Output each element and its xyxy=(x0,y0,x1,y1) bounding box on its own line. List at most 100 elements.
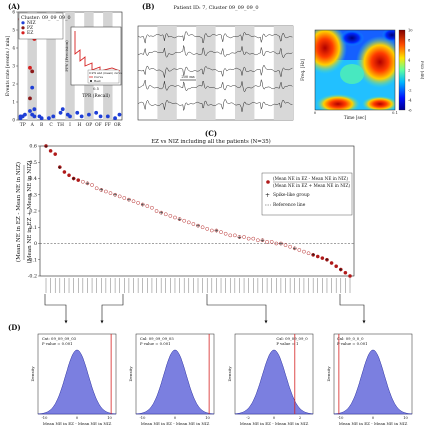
arrow-to-d2 xyxy=(100,294,124,324)
arrow-to-d4 xyxy=(339,294,366,324)
y-tick-label: 0.1 xyxy=(29,225,37,231)
subplot-pvalue: P value = 1 xyxy=(276,341,298,346)
legend-marker-ratio xyxy=(266,180,270,184)
x-tick-label: FF xyxy=(105,123,111,128)
null-distribution xyxy=(234,349,314,415)
subplot-xlabel: Mean NE in EZ - Mean NE in NIZ xyxy=(141,421,210,426)
arrow-to-d1 xyxy=(44,294,68,324)
panel-c-y-ticks: 0.6 0.5 0.4 0.3 0.2 0.1 0 -0.1 -0.2 xyxy=(28,144,40,280)
panel-b-title: Patient ID: 7, Cluster 09_09_09_0 xyxy=(173,5,258,11)
colorbar-tick-label: 8 xyxy=(408,38,411,42)
ratio-point xyxy=(237,235,242,239)
subplot-x-tick-label: -10 xyxy=(140,416,147,420)
density-subplot: Cxl: 09_09_09_0P value = 1 -2 0 2 Density Mea… xyxy=(227,333,314,426)
subplot-xlabel: Mean NE in EZ - Mean NE in NIZ xyxy=(43,421,112,426)
ratio-point xyxy=(145,204,150,208)
ratio-point xyxy=(131,199,136,204)
ratio-point xyxy=(127,197,131,202)
y-tick-label: 0.2 xyxy=(29,209,37,215)
ratio-point xyxy=(228,233,233,238)
spectrogram-x-tick: 0 xyxy=(314,111,317,115)
x-tick-label: TP xyxy=(20,123,26,128)
x-tick-label: A xyxy=(30,123,35,128)
null-distribution xyxy=(333,349,413,415)
ratio-point xyxy=(62,170,67,174)
subplot-x-tick-label: -10 xyxy=(338,416,345,420)
arrow-to-d3 xyxy=(206,294,268,324)
point-niz xyxy=(18,114,23,119)
y-tick-label: 0.4 xyxy=(29,176,37,182)
spike-like-marker: + xyxy=(127,197,131,203)
ratio-point xyxy=(136,201,140,205)
point-niz xyxy=(75,110,80,115)
y-tick-label: 0.5 xyxy=(29,160,37,166)
spike-like-marker: + xyxy=(339,267,343,273)
subplot-ylabel: Density xyxy=(128,366,133,382)
eeg-traces xyxy=(137,31,293,112)
subplot-x-tick-label: 0 xyxy=(174,416,177,420)
point-pz xyxy=(28,96,32,101)
panel-a-legend xyxy=(18,12,64,40)
spike-like-marker: + xyxy=(237,235,241,241)
ratio-point xyxy=(113,192,117,197)
subplot-pvalue: P value = 0.001 xyxy=(337,341,368,346)
point-niz xyxy=(79,114,84,119)
eeg-trace xyxy=(137,78,293,93)
density-subplot: Cxl: 09_09_09_05P value = 0.001 -10 0 10 Den… xyxy=(128,333,215,426)
point-niz xyxy=(113,116,117,121)
spike-like-marker: + xyxy=(141,202,145,208)
subplot-cluster-label: Cxt: 09_09_09_03 xyxy=(42,336,77,341)
subplot-x-tick-label: 10 xyxy=(107,416,112,420)
point-niz xyxy=(60,107,65,112)
inset-legend-best: Best xyxy=(94,79,102,83)
ratio-point xyxy=(159,210,163,215)
inset-legend-curve: Curve xyxy=(94,75,103,79)
ratio-point xyxy=(53,152,58,156)
y-tick-label: 5 xyxy=(12,28,15,33)
ratio-point xyxy=(150,205,154,210)
ratio-point xyxy=(334,264,339,269)
subplot-x-tick-label: -2 xyxy=(246,416,250,420)
panel-c: (C) EZ vs NIZ including all the patients… xyxy=(15,129,355,293)
y-tick-label: 0.6 xyxy=(29,144,37,150)
ratio-point xyxy=(242,235,246,239)
point-niz xyxy=(68,114,72,119)
panel-d: (D) Cxt: 09_09_09_03P value = 0.001-10 0 1… xyxy=(8,323,413,426)
ratio-point xyxy=(251,236,256,241)
point-niz xyxy=(46,116,51,121)
ratio-point xyxy=(168,214,173,218)
point-niz xyxy=(105,114,110,119)
ratio-point xyxy=(274,241,279,246)
colorbar-tick-label: -4 xyxy=(408,98,412,102)
spike-like-marker: + xyxy=(311,253,315,259)
ratio-point xyxy=(343,270,348,275)
colorbar-tick-label: 0 xyxy=(408,78,411,82)
subplot-x-tick-label: 0 xyxy=(273,416,276,420)
inset-xlabel: TPR (Recall) xyxy=(82,94,110,99)
subplot-xlabel: Mean NE in EZ - Mean NE in NIZ xyxy=(339,421,408,426)
panel-c-legend xyxy=(261,172,353,216)
ratio-point xyxy=(311,253,315,257)
subplot-cluster-label: Cxl: 09_0_0_0 xyxy=(337,336,364,341)
category-stripe xyxy=(27,12,37,120)
ratio-point xyxy=(71,176,76,181)
legend-marker xyxy=(21,21,25,25)
y-tick-label: 1 xyxy=(12,100,15,105)
ratio-point xyxy=(177,217,182,221)
subplot-cluster-label: Cxl: 09_09_09_0 xyxy=(276,336,308,341)
spike-like-marker: + xyxy=(260,238,264,244)
subplot-ylabel: Density xyxy=(326,366,331,382)
point-niz xyxy=(51,114,56,119)
ratio-point xyxy=(117,194,122,199)
y-tick-label: 0 xyxy=(12,118,15,123)
legend-item-label: PZ xyxy=(27,26,33,31)
legend-spike-like: Spike-like group xyxy=(273,193,310,198)
x-tick-label: OF xyxy=(95,123,102,128)
ratio-point xyxy=(315,254,320,259)
category-stripe xyxy=(65,12,75,120)
panel-c-points: + + + + + + + + + + + + + + + + + + + xyxy=(44,144,352,278)
legend-marker xyxy=(21,31,25,35)
spike-like-marker: + xyxy=(85,181,89,187)
